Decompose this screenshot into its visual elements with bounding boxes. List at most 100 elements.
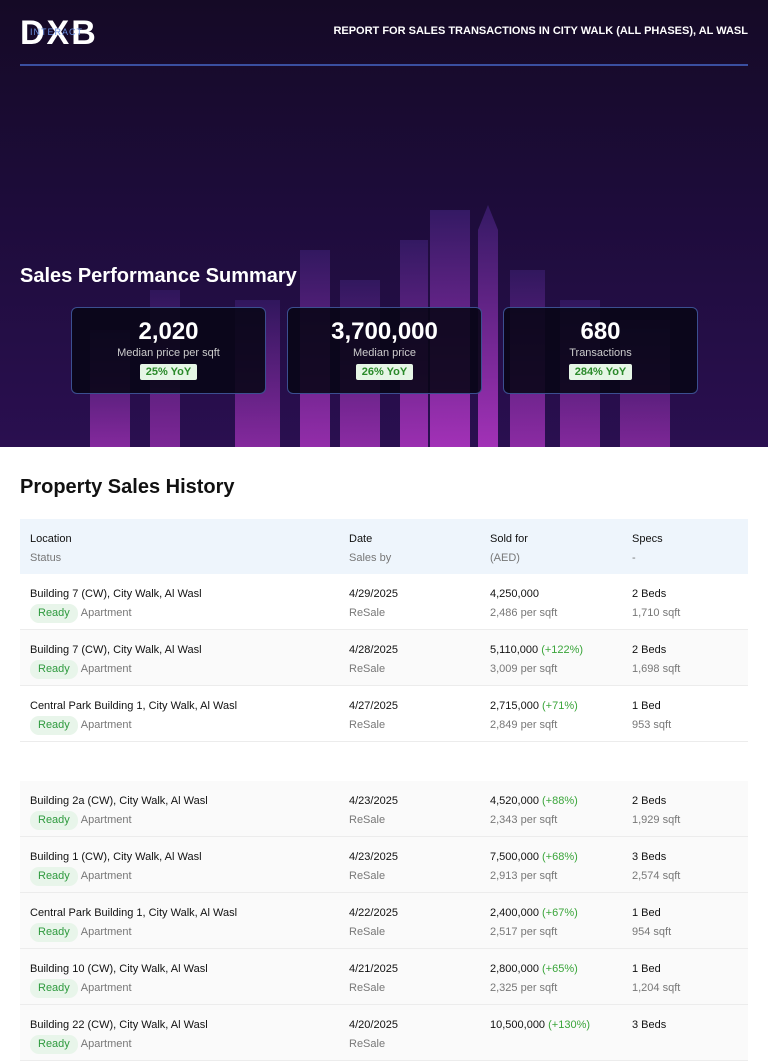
column-top: Sold for xyxy=(490,533,528,545)
price-change: (+88%) xyxy=(542,795,578,807)
date: 4/23/2025 xyxy=(349,795,398,807)
column-bottom: Sales by xyxy=(349,552,392,564)
report-title: REPORT FOR SALES TRANSACTIONS IN CITY WA… xyxy=(333,25,748,37)
column-header: Date Sales by xyxy=(349,530,391,568)
price-cell: 2,800,000 (+65%) 2,325 per sqft xyxy=(490,960,578,998)
price-per-sqft: 3,009 per sqft xyxy=(490,663,558,675)
price-change: (+67%) xyxy=(542,907,578,919)
logo: DXB xyxy=(20,14,98,52)
status-badge: Ready xyxy=(30,979,78,998)
status-line: Ready Apartment xyxy=(30,660,202,679)
property-type: Apartment xyxy=(80,982,132,994)
date-cell: 4/22/2025 ReSale xyxy=(349,904,398,942)
sale-row: Building 22 (CW), City Walk, Al Wasl Read… xyxy=(20,1005,748,1061)
date: 4/21/2025 xyxy=(349,963,398,975)
price-change: (+68%) xyxy=(542,851,578,863)
stat-label: Median price xyxy=(353,347,416,359)
specs-cell: 1 Bed 1,204 sqft xyxy=(632,960,680,998)
date-cell: 4/23/2025 ReSale xyxy=(349,848,398,886)
sale-row: Building 7 (CW), City Walk, Al Wasl Ready… xyxy=(20,574,748,630)
price-line: 5,110,000 (+122%) xyxy=(490,641,583,660)
stat-card: 680 Transactions 284% YoY xyxy=(503,307,698,394)
location-cell: Building 7 (CW), City Walk, Al Wasl Ready… xyxy=(30,641,202,679)
beds: 1 Bed xyxy=(632,907,661,919)
date: 4/22/2025 xyxy=(349,907,398,919)
date: 4/29/2025 xyxy=(349,588,398,600)
status-line: Ready Apartment xyxy=(30,604,202,623)
status-line: Ready Apartment xyxy=(30,1035,208,1054)
column-bottom: Status xyxy=(30,552,62,564)
price-cell: 2,715,000 (+71%) 2,849 per sqft xyxy=(490,697,578,735)
price: 2,400,000 xyxy=(490,907,539,919)
price-change: (+130%) xyxy=(548,1019,591,1031)
property-type: Apartment xyxy=(80,663,132,675)
price-per-sqft: 2,913 per sqft xyxy=(490,870,558,882)
column-top: Location xyxy=(30,533,72,545)
status-line: Ready Apartment xyxy=(30,716,237,735)
area: 1,698 sqft xyxy=(632,663,681,675)
specs-cell: 1 Bed 953 sqft xyxy=(632,697,671,735)
status-badge: Ready xyxy=(30,604,78,623)
location: Building 1 (CW), City Walk, Al Wasl xyxy=(30,851,202,863)
price-change: (+65%) xyxy=(542,963,578,975)
property-type: Apartment xyxy=(80,870,132,882)
date: 4/23/2025 xyxy=(349,851,398,863)
area: 1,204 sqft xyxy=(632,982,681,994)
price: 7,500,000 xyxy=(490,851,539,863)
column-bottom: (AED) xyxy=(490,552,520,564)
beds: 3 Beds xyxy=(632,1019,667,1031)
divider xyxy=(20,64,748,66)
price: 5,110,000 xyxy=(490,644,539,656)
property-type: Apartment xyxy=(80,1038,132,1050)
area: 953 sqft xyxy=(632,719,672,731)
location: Building 22 (CW), City Walk, Al Wasl xyxy=(30,1019,208,1031)
column-bottom: - xyxy=(632,552,636,564)
status-badge: Ready xyxy=(30,867,78,886)
area: 1,929 sqft xyxy=(632,814,681,826)
summary-title: Sales Performance Summary xyxy=(20,265,297,287)
beds: 2 Beds xyxy=(632,588,667,600)
yoy-wrap: 25% YoY xyxy=(72,359,265,380)
location: Central Park Building 1, City Walk, Al W… xyxy=(30,700,238,712)
price-line: 2,400,000 (+67%) xyxy=(490,904,578,923)
location-cell: Building 10 (CW), City Walk, Al Wasl Read… xyxy=(30,960,208,998)
date: 4/28/2025 xyxy=(349,644,398,656)
stat-label: Transactions xyxy=(569,347,632,359)
price-cell: 5,110,000 (+122%) 3,009 per sqft xyxy=(490,641,583,679)
specs-cell: 2 Beds 1,698 sqft xyxy=(632,641,680,679)
status-line: Ready Apartment xyxy=(30,811,208,830)
yoy-wrap: 26% YoY xyxy=(288,359,481,380)
price-line: 10,500,000 (+130%) xyxy=(490,1016,590,1035)
column-top: Specs xyxy=(632,533,663,545)
area: 1,710 sqft xyxy=(632,607,681,619)
yoy-badge: 26% YoY xyxy=(355,364,414,380)
status-badge: Ready xyxy=(30,660,78,679)
beds: 1 Bed xyxy=(632,963,661,975)
price-per-sqft: 2,517 per sqft xyxy=(490,926,558,938)
status-badge: Ready xyxy=(30,1035,78,1054)
price-cell: 10,500,000 (+130%) xyxy=(490,1016,590,1035)
property-type: Apartment xyxy=(80,814,132,826)
location: Building 7 (CW), City Walk, Al Wasl xyxy=(30,644,202,656)
sale-row: Building 7 (CW), City Walk, Al Wasl Ready… xyxy=(20,630,748,686)
status-line: Ready Apartment xyxy=(30,867,202,886)
beds: 2 Beds xyxy=(632,644,667,656)
header-row: Location Status Date Sales by Sold for (AED) S… xyxy=(20,519,748,574)
sale-row: Building 10 (CW), City Walk, Al Wasl Read… xyxy=(20,949,748,1005)
price-line: 7,500,000 (+68%) xyxy=(490,848,578,867)
property-type: Apartment xyxy=(80,607,132,619)
date: 4/27/2025 xyxy=(349,700,398,712)
stat-card: 2,020 Median price per sqft 25% YoY xyxy=(71,307,266,394)
date-cell: 4/27/2025 ReSale xyxy=(349,697,398,735)
sale-row: Building 1 (CW), City Walk, Al Wasl Ready… xyxy=(20,837,748,893)
specs-cell: 3 Beds 2,574 sqft xyxy=(632,848,680,886)
status-badge: Ready xyxy=(30,811,78,830)
location: Central Park Building 1, City Walk, Al W… xyxy=(30,907,238,919)
location-cell: Building 2a (CW), City Walk, Al Wasl Read… xyxy=(30,792,208,830)
sale-row: Central Park Building 1, City Walk, Al W… xyxy=(20,686,748,742)
beds: 1 Bed xyxy=(632,700,661,712)
sales-by: ReSale xyxy=(349,719,386,731)
stat-label: Median price per sqft xyxy=(117,347,220,359)
status-badge: Ready xyxy=(30,923,78,942)
price: 4,520,000 xyxy=(490,795,539,807)
